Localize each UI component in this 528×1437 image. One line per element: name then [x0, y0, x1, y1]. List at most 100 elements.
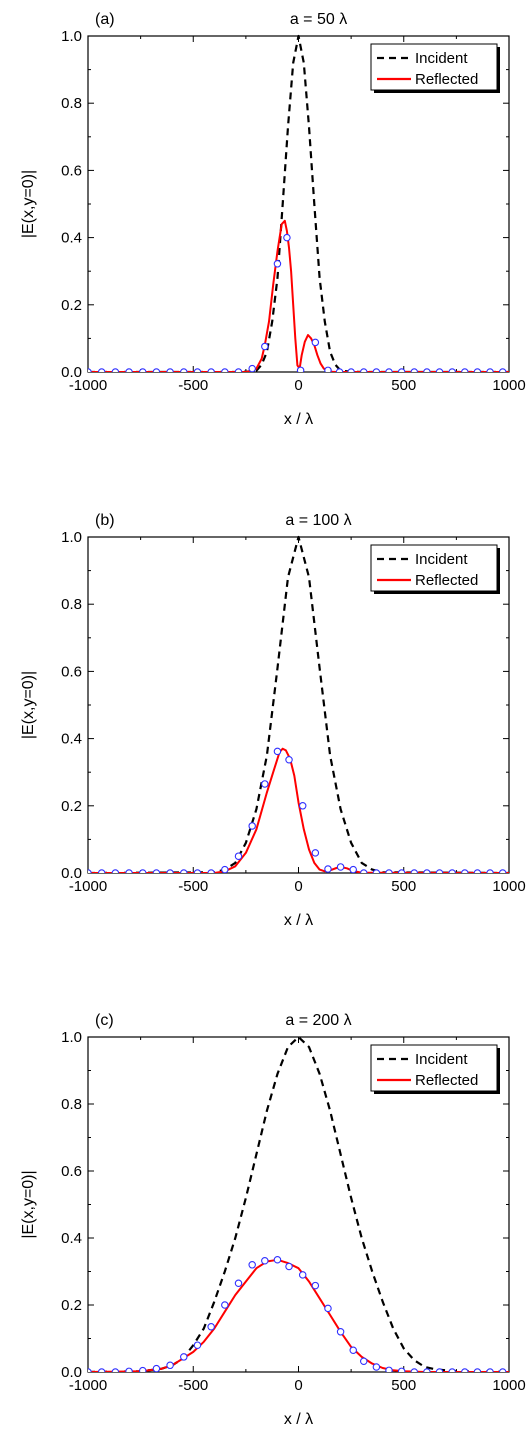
data-point [285, 1262, 293, 1271]
data-point [111, 1368, 120, 1372]
data-point [311, 338, 320, 347]
data-point [261, 780, 269, 788]
data-point [486, 869, 494, 873]
data-point [193, 1341, 202, 1349]
data-point [97, 1368, 106, 1372]
x-tick-label: 1000 [492, 1377, 525, 1394]
y-tick-label: 0.8 [61, 1096, 82, 1113]
data-point [461, 869, 469, 873]
data-point [360, 1357, 368, 1366]
data-point [360, 368, 368, 372]
x-tick-label: 0 [294, 377, 302, 394]
data-point [423, 1368, 431, 1372]
x-tick-label: -500 [178, 377, 208, 394]
panel-label: (a) [95, 11, 115, 28]
data-point [473, 368, 482, 372]
data-point [498, 869, 507, 873]
data-point [397, 869, 406, 873]
data-point [349, 1346, 357, 1354]
legend-box [370, 43, 498, 91]
plot-area [88, 535, 509, 873]
y-tick-label: 0.2 [61, 297, 82, 314]
data-point [97, 368, 106, 372]
chart-title: a = 200 λ [285, 1012, 351, 1029]
x-tick-label: 1000 [492, 377, 525, 394]
data-point [261, 342, 269, 351]
x-tick-label: 0 [294, 1377, 302, 1394]
y-tick-label: 0.4 [61, 731, 82, 748]
data-point [207, 1323, 215, 1331]
data-point [372, 1363, 381, 1371]
data-point [152, 869, 161, 873]
data-point [88, 1368, 92, 1372]
y-tick-label: 0.2 [61, 1297, 82, 1314]
legend-box [370, 544, 498, 592]
x-axis-title: x / λ [284, 411, 313, 428]
y-axis-title: |E(x,y=0)| [20, 170, 37, 238]
legend-label: Incident [415, 1051, 468, 1068]
data-point [461, 1368, 469, 1372]
data-point [193, 869, 202, 873]
data-point [125, 1367, 133, 1372]
data-point [435, 869, 444, 873]
x-tick-label: -1000 [69, 377, 107, 394]
data-point [166, 1361, 174, 1370]
data-point [448, 1368, 456, 1372]
data-point [461, 368, 469, 372]
data-point [296, 366, 305, 372]
legend-label: Reflected [415, 572, 478, 589]
data-point [248, 364, 256, 372]
data-point [486, 368, 494, 372]
data-point [138, 368, 147, 372]
data-point [111, 368, 120, 372]
y-tick-label: 1.0 [61, 28, 82, 45]
data-point [311, 1281, 320, 1290]
data-point [397, 1367, 406, 1372]
data-point [486, 1368, 494, 1372]
data-point [410, 1368, 419, 1372]
series-line-reflected [88, 219, 509, 372]
data-point [166, 368, 174, 372]
data-point [448, 368, 456, 372]
y-tick-label: 0.4 [61, 230, 82, 247]
data-point [349, 865, 357, 873]
data-point [193, 368, 202, 372]
data-point [336, 1328, 345, 1336]
chart-panel-c: -1000 -500 0 500 1000 0.0 0.2 0.4 0.6 0.8 1.0 x / λ… [20, 1012, 526, 1428]
legend-label: Incident [415, 551, 468, 568]
x-axis-title: x / λ [284, 1411, 313, 1428]
data-point [234, 368, 243, 372]
data-point [347, 368, 355, 372]
data-point [125, 368, 133, 372]
legend-box [370, 1044, 498, 1092]
data-point [138, 869, 147, 873]
chart-title: a = 100 λ [285, 512, 351, 529]
data-point [180, 368, 188, 372]
data-point [180, 869, 188, 873]
y-tick-label: 0.0 [61, 865, 82, 882]
data-point [283, 233, 291, 242]
panel-label: (c) [95, 1012, 114, 1029]
data-point [498, 1368, 507, 1372]
x-tick-label: 1000 [492, 878, 525, 895]
y-tick-label: 0.6 [61, 162, 82, 179]
legend-label: Reflected [415, 1072, 478, 1089]
series-line-incident [88, 34, 509, 372]
chart-panel-a: -1000 -500 0 500 1000 0.0 0.2 0.4 0.6 0.8 1.0 x / λ… [20, 11, 526, 428]
data-point [473, 1368, 482, 1372]
x-tick-label: -500 [178, 878, 208, 895]
data-point [207, 368, 215, 372]
legend-label: Reflected [415, 71, 478, 88]
data-point [97, 869, 106, 873]
data-point [324, 865, 332, 873]
data-point [273, 1256, 282, 1264]
data-point [435, 368, 444, 372]
legend: Incident Reflected [370, 1044, 500, 1094]
data-point [207, 869, 215, 873]
y-tick-label: 0.0 [61, 364, 82, 381]
data-point [248, 1261, 256, 1269]
data-point [335, 368, 344, 372]
y-axis-title: |E(x,y=0)| [20, 671, 37, 739]
chart-title: a = 50 λ [290, 11, 347, 28]
y-tick-label: 0.8 [61, 95, 82, 112]
